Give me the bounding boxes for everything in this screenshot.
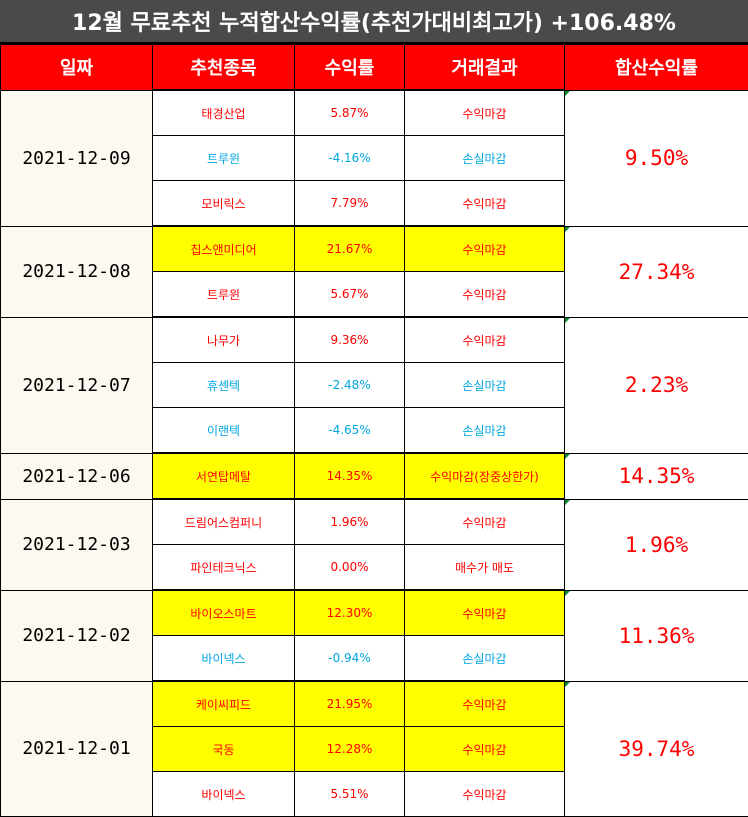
stock-cell: 케이씨피드 bbox=[153, 681, 295, 727]
rate-cell: 9.36% bbox=[295, 317, 405, 363]
date-cell: 2021-12-06 bbox=[1, 453, 153, 499]
total-rate-cell: 14.35% bbox=[565, 453, 748, 499]
result-cell: 손실마감 bbox=[405, 136, 565, 181]
rate-cell: -4.65% bbox=[295, 408, 405, 454]
result-cell: 수익마감 bbox=[405, 499, 565, 545]
stock-cell: 바이오스마트 bbox=[153, 590, 295, 636]
total-rate-cell: 39.74% bbox=[565, 681, 748, 817]
rate-cell: 7.79% bbox=[295, 181, 405, 227]
total-rate-cell: 9.50% bbox=[565, 90, 748, 226]
date-cell: 2021-12-02 bbox=[1, 590, 153, 681]
rate-cell: 5.87% bbox=[295, 90, 405, 136]
stock-cell: 트루윈 bbox=[153, 136, 295, 181]
date-cell: 2021-12-01 bbox=[1, 681, 153, 817]
rate-cell: 14.35% bbox=[295, 453, 405, 499]
date-cell: 2021-12-07 bbox=[1, 317, 153, 453]
header-result: 거래결과 bbox=[405, 45, 565, 91]
rate-cell: 5.51% bbox=[295, 772, 405, 817]
total-rate-cell: 27.34% bbox=[565, 226, 748, 317]
header-rate: 수익률 bbox=[295, 45, 405, 91]
header-stock: 추천종목 bbox=[153, 45, 295, 91]
stock-cell: 나무가 bbox=[153, 317, 295, 363]
stock-cell: 바이넥스 bbox=[153, 772, 295, 817]
result-cell: 손실마감 bbox=[405, 363, 565, 408]
stock-cell: 드림어스컴퍼니 bbox=[153, 499, 295, 545]
header-date: 일짜 bbox=[1, 45, 153, 91]
result-cell: 수익마감 bbox=[405, 681, 565, 727]
stock-cell: 국동 bbox=[153, 727, 295, 772]
stock-cell: 태경산업 bbox=[153, 90, 295, 136]
result-cell: 수익마감(장중상한가) bbox=[405, 453, 565, 499]
rate-cell: 0.00% bbox=[295, 545, 405, 591]
rate-cell: 21.67% bbox=[295, 226, 405, 272]
rate-cell: -4.16% bbox=[295, 136, 405, 181]
stock-cell: 이랜텍 bbox=[153, 408, 295, 454]
rate-cell: 1.96% bbox=[295, 499, 405, 545]
rate-cell: 12.30% bbox=[295, 590, 405, 636]
rate-cell: 5.67% bbox=[295, 272, 405, 318]
stock-cell: 모비릭스 bbox=[153, 181, 295, 227]
total-rate-cell: 1.96% bbox=[565, 499, 748, 590]
result-cell: 수익마감 bbox=[405, 226, 565, 272]
stock-cell: 바이넥스 bbox=[153, 636, 295, 682]
rate-cell: -2.48% bbox=[295, 363, 405, 408]
result-cell: 손실마감 bbox=[405, 636, 565, 682]
result-cell: 손실마감 bbox=[405, 408, 565, 454]
result-cell: 수익마감 bbox=[405, 590, 565, 636]
rate-cell: 12.28% bbox=[295, 727, 405, 772]
stock-cell: 휴센텍 bbox=[153, 363, 295, 408]
result-cell: 수익마감 bbox=[405, 317, 565, 363]
total-rate-cell: 11.36% bbox=[565, 590, 748, 681]
date-cell: 2021-12-03 bbox=[1, 499, 153, 590]
rate-cell: 21.95% bbox=[295, 681, 405, 727]
header-row: 일짜 추천종목 수익률 거래결과 합산수익률 bbox=[1, 45, 748, 91]
date-cell: 2021-12-09 bbox=[1, 90, 153, 226]
rate-cell: -0.94% bbox=[295, 636, 405, 682]
result-cell: 수익마감 bbox=[405, 272, 565, 318]
stock-cell: 파인테크닉스 bbox=[153, 545, 295, 591]
result-cell: 매수가 매도 bbox=[405, 545, 565, 591]
result-cell: 수익마감 bbox=[405, 727, 565, 772]
stock-cell: 서연탑메탈 bbox=[153, 453, 295, 499]
header-total: 합산수익률 bbox=[565, 45, 748, 91]
result-cell: 수익마감 bbox=[405, 181, 565, 227]
result-cell: 수익마감 bbox=[405, 90, 565, 136]
page-title: 12월 무료추천 누적합산수익률(추천가대비최고가) +106.48% bbox=[0, 0, 748, 44]
date-cell: 2021-12-08 bbox=[1, 226, 153, 317]
stock-cell: 트루윈 bbox=[153, 272, 295, 318]
total-rate-cell: 2.23% bbox=[565, 317, 748, 453]
stock-cell: 칩스앤미디어 bbox=[153, 226, 295, 272]
result-cell: 수익마감 bbox=[405, 772, 565, 817]
